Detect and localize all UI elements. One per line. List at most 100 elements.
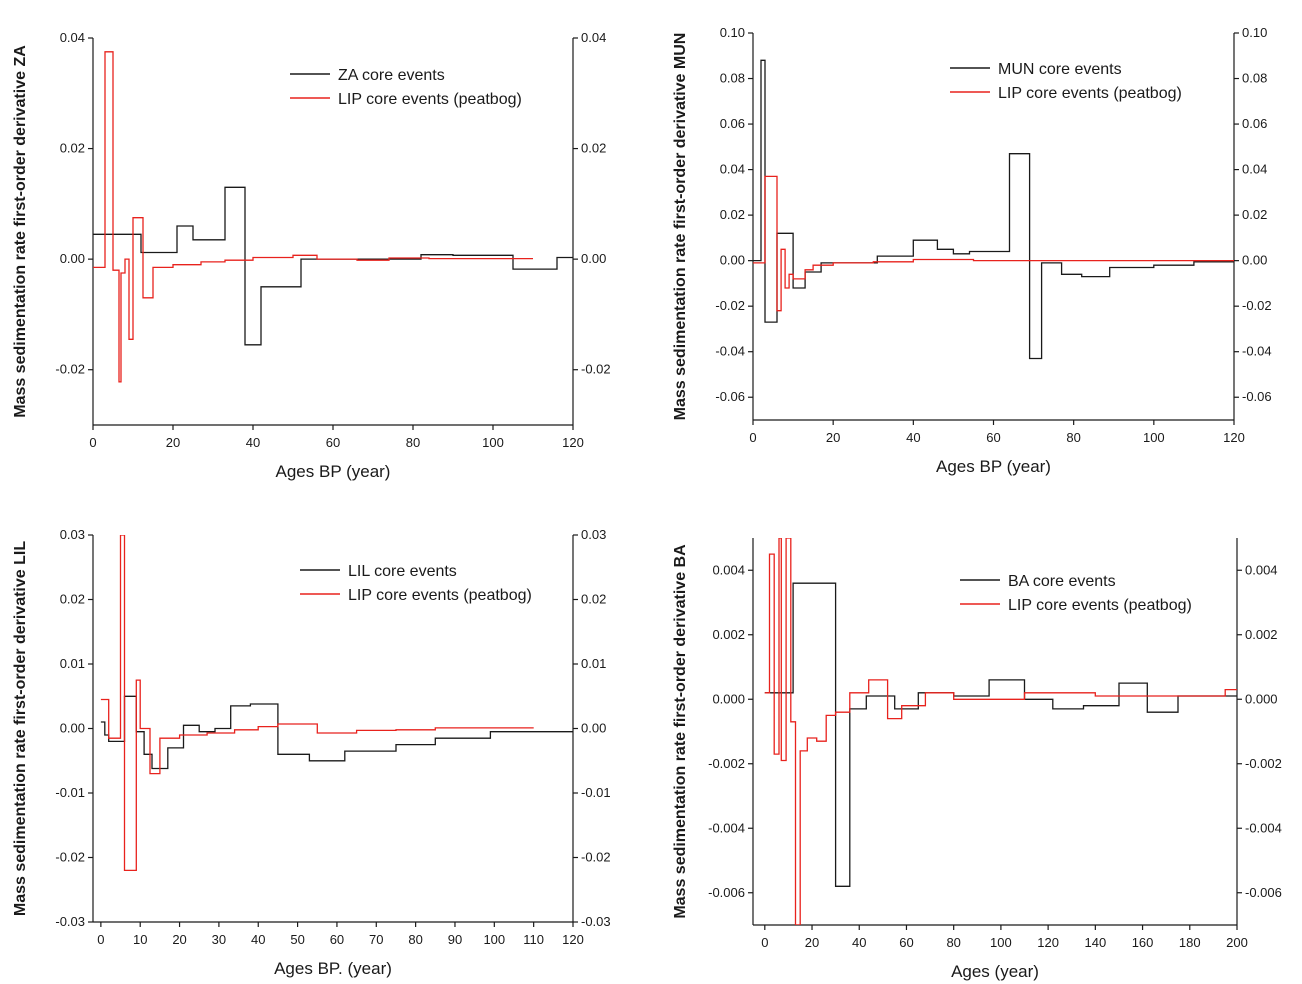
x-tick-label: 0	[89, 435, 96, 450]
y-tick-label-left: -0.02	[55, 362, 85, 377]
x-axis-title: Ages (year)	[951, 962, 1039, 981]
y-tick-label-left: 0.02	[720, 207, 745, 222]
y-tick-label-left: 0.004	[712, 562, 745, 577]
panel-mun: -0.06 -0.06 -0.04 -0.04 -0.02 -0.02 0.00 0.00 0.…	[672, 25, 1272, 476]
y-tick-label-right: 0.01	[581, 656, 606, 671]
y-tick-label-right: -0.006	[1245, 885, 1282, 900]
y-tick-label-left: 0.08	[720, 71, 745, 86]
y-tick-label-left: 0.00	[60, 251, 85, 266]
x-tick-label: 60	[326, 435, 340, 450]
legend-label: LIP core events (peatbog)	[998, 85, 1182, 102]
x-tick-label: 80	[1066, 430, 1080, 445]
x-tick-label: 140	[1084, 935, 1106, 950]
y-tick-label-left: -0.02	[715, 298, 745, 313]
y-axis-title: Mass sedimentation rate first-order deri…	[672, 33, 689, 421]
x-tick-label: 70	[369, 932, 383, 947]
y-tick-label-right: 0.00	[581, 251, 606, 266]
y-tick-label-left: 0.10	[720, 25, 745, 40]
y-tick-label-left: 0.02	[60, 592, 85, 607]
y-tick-label-left: 0.03	[60, 527, 85, 542]
y-tick-label-right: 0.02	[581, 141, 606, 156]
legend-label: ZA core events	[338, 67, 445, 84]
y-tick-label-right: 0.004	[1245, 562, 1278, 577]
x-tick-label: 20	[166, 435, 180, 450]
series-line-lip	[100, 535, 534, 872]
y-tick-label-left: 0.00	[60, 721, 85, 736]
x-tick-label: 30	[212, 932, 226, 947]
x-tick-label: 0	[749, 430, 756, 445]
y-tick-label-right: -0.02	[581, 362, 611, 377]
y-tick-label-right: 0.04	[581, 30, 606, 45]
x-tick-label: 110	[523, 932, 544, 947]
x-tick-label: 60	[986, 430, 1000, 445]
x-tick-label: 120	[1037, 935, 1059, 950]
y-tick-label-right: 0.02	[581, 592, 606, 607]
legend-label: LIP core events (peatbog)	[338, 91, 522, 108]
y-tick-label-right: -0.01	[581, 785, 611, 800]
y-tick-label-left: 0.02	[60, 141, 85, 156]
series-line-core	[93, 186, 573, 346]
y-tick-label-right: -0.04	[1242, 344, 1272, 359]
x-tick-label: 100	[990, 935, 1012, 950]
x-tick-label: 80	[946, 935, 960, 950]
y-tick-label-right: 0.06	[1242, 116, 1267, 131]
x-tick-label: 60	[899, 935, 913, 950]
y-tick-label-left: -0.002	[708, 756, 745, 771]
x-tick-label: 120	[562, 932, 584, 947]
y-tick-label-left: -0.03	[55, 914, 85, 929]
y-tick-label-right: 0.08	[1242, 71, 1267, 86]
y-tick-label-left: 0.000	[712, 691, 745, 706]
x-tick-label: 120	[1223, 430, 1245, 445]
y-tick-label-right: 0.002	[1245, 627, 1278, 642]
legend-label: LIP core events (peatbog)	[1008, 597, 1192, 614]
legend-label: BA core events	[1008, 573, 1116, 590]
y-tick-label-right: 0.02	[1242, 207, 1267, 222]
x-tick-label: 200	[1226, 935, 1248, 950]
x-tick-label: 20	[172, 932, 186, 947]
y-tick-label-left: -0.04	[715, 344, 745, 359]
series-line-lip	[93, 51, 533, 383]
series-line-lip	[764, 538, 1237, 925]
x-tick-label: 160	[1132, 935, 1154, 950]
y-tick-label-left: 0.01	[60, 656, 85, 671]
y-tick-label-left: 0.002	[712, 627, 745, 642]
x-axis-title: Ages BP (year)	[936, 457, 1051, 476]
y-tick-label-left: -0.06	[715, 389, 745, 404]
x-tick-label: 10	[133, 932, 147, 947]
x-tick-label: 90	[448, 932, 462, 947]
legend-label: MUN core events	[998, 61, 1122, 78]
x-tick-label: 100	[483, 932, 505, 947]
y-tick-label-right: 0.000	[1245, 691, 1278, 706]
y-axis-title: Mass sedimentation rate first-order deri…	[12, 541, 29, 916]
y-tick-label-left: 0.00	[720, 253, 745, 268]
y-tick-label-right: -0.02	[1242, 298, 1272, 313]
legend-label: LIL core events	[348, 563, 457, 580]
x-tick-label: 100	[482, 435, 504, 450]
y-tick-label-left: -0.004	[708, 820, 745, 835]
y-tick-label-right: -0.004	[1245, 820, 1282, 835]
y-tick-label-right: -0.02	[581, 850, 611, 865]
y-tick-label-left: 0.04	[720, 162, 745, 177]
series-line-core	[100, 695, 573, 770]
y-tick-label-left: -0.02	[55, 850, 85, 865]
panel-lil: -0.03 -0.03 -0.02 -0.02 -0.01 -0.01 0.00 0.00 0.…	[12, 527, 611, 978]
x-tick-label: 120	[562, 435, 584, 450]
x-axis-title: Ages BP (year)	[276, 462, 391, 481]
x-tick-label: 100	[1143, 430, 1165, 445]
y-axis-title: Mass sedimentation rate first-order deri…	[12, 45, 29, 418]
legend-label: LIP core events (peatbog)	[348, 587, 532, 604]
x-tick-label: 0	[97, 932, 104, 947]
series-line-lip	[753, 175, 1234, 312]
y-tick-label-left: 0.04	[60, 30, 85, 45]
x-tick-label: 40	[251, 932, 265, 947]
x-tick-label: 40	[246, 435, 260, 450]
x-tick-label: 40	[906, 430, 920, 445]
y-tick-label-left: -0.006	[708, 885, 745, 900]
x-tick-label: 60	[330, 932, 344, 947]
panel-ba: -0.006 -0.006 -0.004 -0.004 -0.002 -0.002 0.00…	[672, 538, 1282, 981]
y-tick-label-right: 0.00	[581, 721, 606, 736]
x-tick-label: 80	[406, 435, 420, 450]
x-tick-label: 40	[852, 935, 866, 950]
series-line-core	[764, 582, 1237, 887]
